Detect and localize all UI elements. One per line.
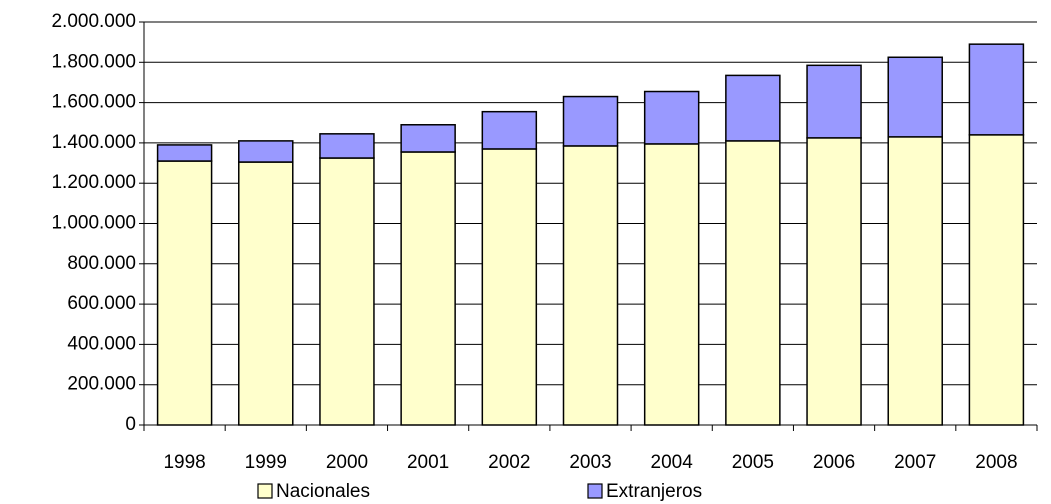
y-tick-label: 1.200.000 [51, 172, 136, 193]
bar [238, 161, 294, 426]
x-tick-label: 2002 [488, 452, 530, 473]
y-tick-label: 2.000.000 [51, 11, 136, 32]
bar [725, 140, 781, 426]
bar [806, 64, 862, 139]
legend-swatch [587, 483, 603, 499]
legend-label: Nacionales [276, 481, 370, 502]
x-tick-label: 2000 [326, 452, 368, 473]
y-tick-label: 200.000 [67, 374, 136, 395]
x-tick-label: 2003 [569, 452, 611, 473]
x-tick-label: 1998 [163, 452, 205, 473]
x-tick-label: 2001 [407, 452, 449, 473]
bar [887, 56, 943, 138]
bar [238, 140, 294, 163]
y-tick-label: 1.800.000 [51, 51, 136, 72]
legend-swatch [257, 483, 273, 499]
bar [643, 143, 700, 426]
y-tick-label: 1.400.000 [51, 132, 136, 153]
x-tick-label: 2007 [894, 452, 936, 473]
bar [562, 145, 619, 426]
y-tick-label: 400.000 [67, 333, 136, 354]
bar [806, 137, 862, 426]
x-tick-label: 2008 [975, 452, 1017, 473]
bar [319, 157, 375, 426]
bar [156, 160, 213, 426]
bar [887, 136, 943, 426]
bar [481, 148, 538, 426]
bar [156, 144, 213, 162]
y-tick-label: 1.600.000 [51, 92, 136, 113]
bar [481, 110, 538, 150]
x-tick-label: 1999 [245, 452, 287, 473]
y-tick-label: 600.000 [67, 293, 136, 314]
bar [562, 95, 619, 147]
x-tick-label: 2005 [732, 452, 774, 473]
bar [725, 74, 781, 142]
legend-label: Extranjeros [606, 481, 702, 502]
bar [319, 133, 375, 159]
y-tick-label: 0 [125, 414, 136, 435]
y-tick-label: 800.000 [67, 253, 136, 274]
bar [968, 134, 1025, 426]
x-tick-label: 2004 [651, 452, 694, 473]
bar [400, 151, 456, 426]
x-tick-label: 2006 [813, 452, 855, 473]
bar [400, 124, 456, 153]
y-tick-label: 1.000.000 [51, 213, 136, 234]
bar [968, 43, 1025, 136]
bar [643, 90, 700, 145]
